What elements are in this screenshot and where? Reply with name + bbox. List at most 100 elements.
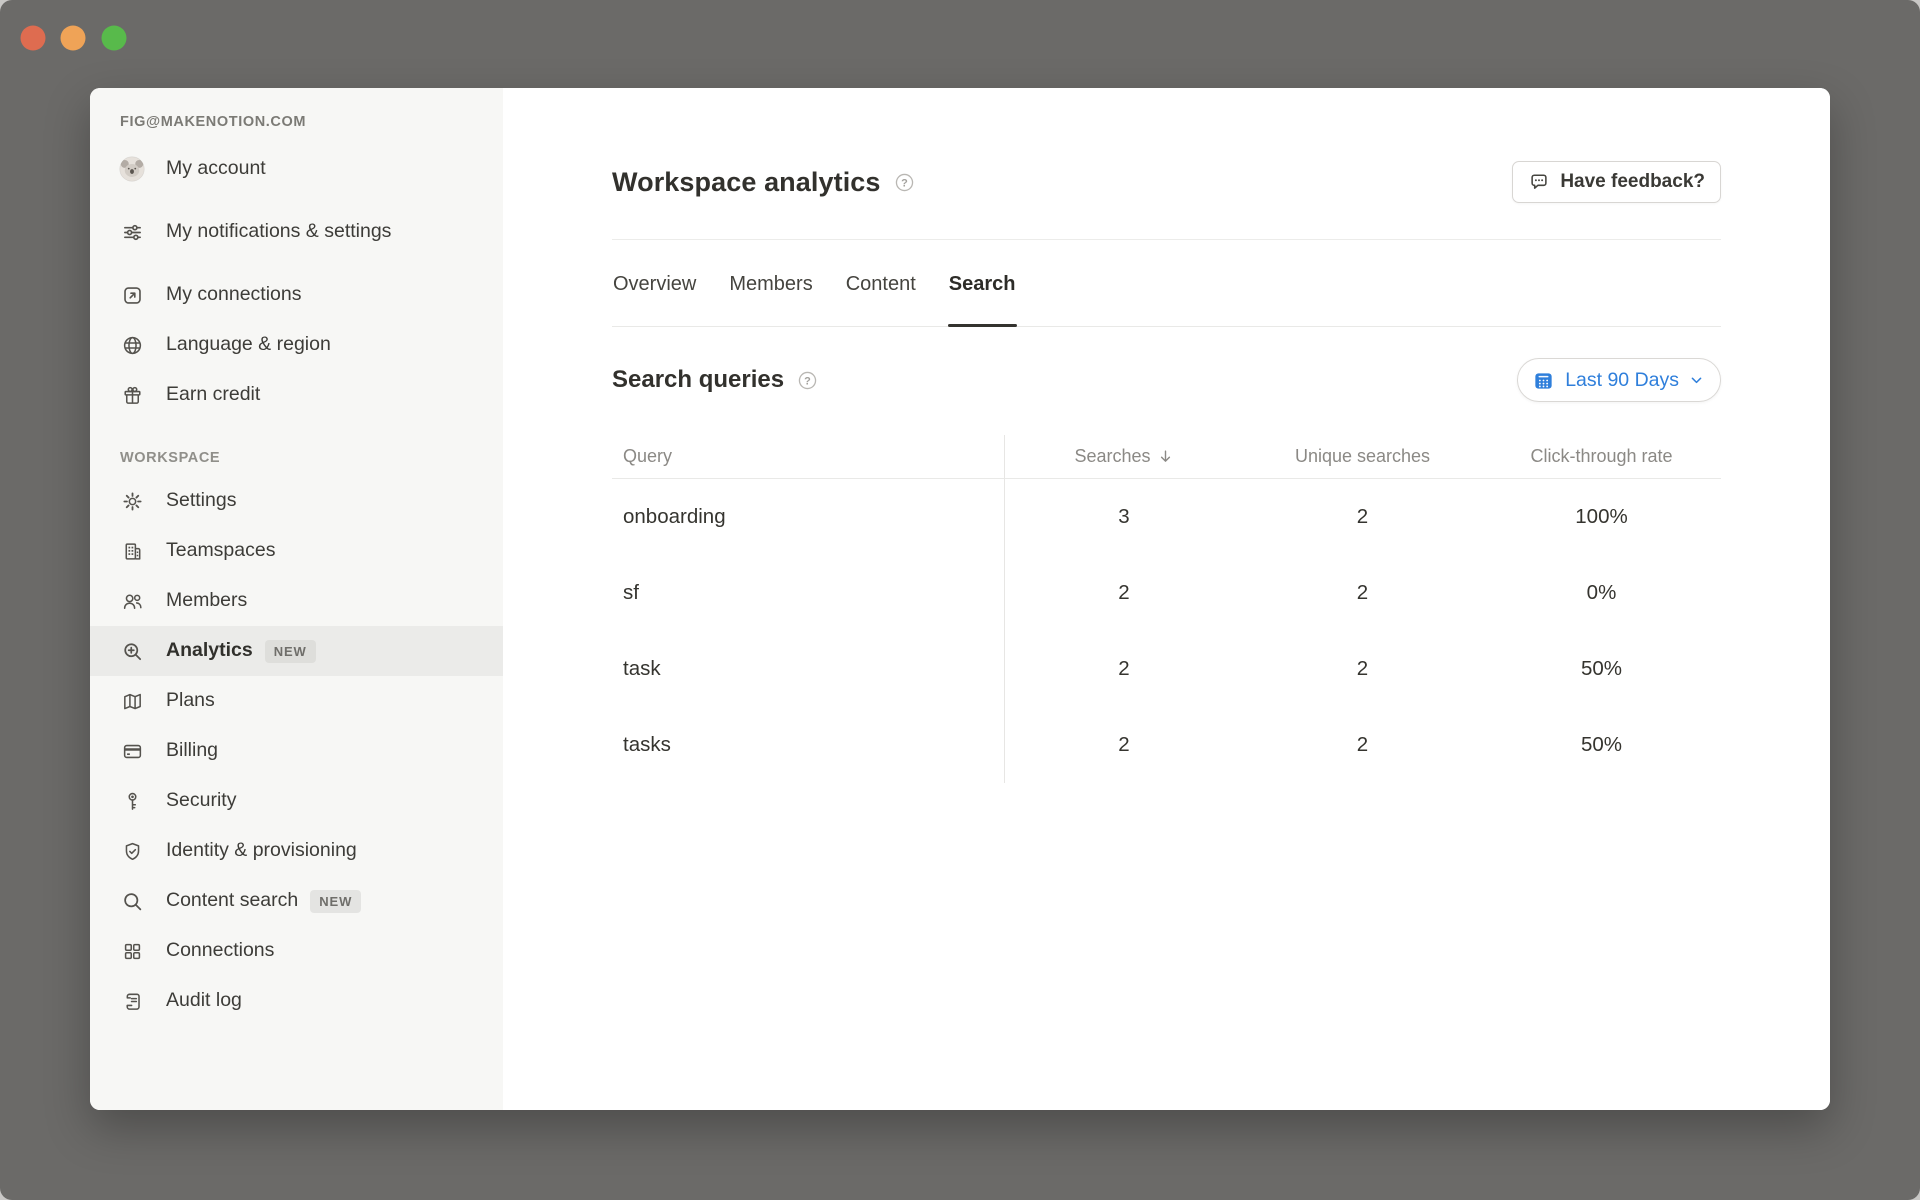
sidebar-item-content-search[interactable]: Content search NEW — [90, 876, 503, 926]
tab-search[interactable]: Search — [947, 240, 1017, 327]
sidebar-item-label: Language & region — [166, 333, 331, 356]
gear-icon — [119, 488, 145, 514]
query-cell: onboarding — [623, 505, 726, 528]
unique-searches-cell: 2 — [1356, 581, 1369, 604]
searches-cell: 2 — [1004, 631, 1243, 707]
sidebar-item-label: Audit log — [166, 989, 242, 1012]
svg-text:?: ? — [901, 177, 908, 189]
page-title: Workspace analytics — [612, 166, 881, 197]
sidebar-item-label: Members — [166, 589, 248, 612]
sidebar-item-label: Security — [166, 789, 237, 812]
close-button[interactable] — [20, 25, 46, 51]
window-titlebar[interactable] — [0, 0, 1920, 88]
sidebar-item-my-account[interactable]: My account — [90, 144, 503, 194]
globe-icon — [119, 332, 145, 358]
column-header-query[interactable]: Query — [612, 435, 1004, 479]
sidebar-item-my-connections[interactable]: My connections — [90, 270, 503, 320]
sliders-icon — [119, 219, 145, 245]
gift-icon — [119, 382, 145, 408]
settings-sidebar: FIG@MAKENOTION.COM — [90, 88, 503, 1110]
workspace-section-label: WORKSPACE — [120, 450, 221, 466]
sidebar-item-label: My notifications & settings — [166, 220, 392, 243]
sidebar-item-earn-credit[interactable]: Earn credit — [90, 370, 503, 420]
sidebar-item-audit-log[interactable]: Audit log — [90, 976, 503, 1026]
sidebar-item-label: Identity & provisioning — [166, 839, 357, 862]
zoom-button[interactable] — [101, 25, 127, 51]
sidebar-item-connections[interactable]: Connections — [90, 926, 503, 976]
sidebar-item-teamspaces[interactable]: Teamspaces — [90, 526, 503, 576]
sidebar-item-security[interactable]: Security — [90, 776, 503, 826]
sidebar-item-notifications-settings[interactable]: My notifications & settings — [90, 194, 503, 270]
traffic-lights — [20, 25, 127, 51]
people-icon — [119, 588, 145, 614]
searches-cell: 2 — [1004, 555, 1243, 631]
sort-descending-icon — [1160, 450, 1170, 462]
search-queries-table: Query Searches Unique searches Click-thr… — [612, 435, 1721, 783]
minimize-button[interactable] — [60, 25, 86, 51]
ctr-cell: 50% — [1580, 733, 1623, 756]
sidebar-item-label: Settings — [166, 489, 237, 512]
section-title: Search queries — [612, 366, 785, 393]
sidebar-item-label: Earn credit — [166, 383, 261, 406]
sidebar-item-label: Plans — [166, 689, 215, 712]
column-header-unique-searches[interactable]: Unique searches — [1243, 435, 1482, 479]
sidebar-item-label: Billing — [166, 739, 219, 762]
arrow-up-right-box-icon — [119, 282, 145, 308]
ctr-cell: 0% — [1586, 581, 1617, 604]
magnifier-plus-icon — [119, 638, 145, 664]
query-cell: sf — [623, 581, 639, 604]
credit-card-icon — [119, 738, 145, 764]
sidebar-item-label: My account — [166, 157, 266, 180]
tab-content[interactable]: Content — [845, 273, 916, 295]
account-section: My account My notifications & settings — [90, 144, 503, 420]
magnifier-icon — [119, 888, 145, 914]
grid-icon — [119, 938, 145, 964]
chevron-down-icon — [1691, 377, 1702, 383]
ctr-cell: 50% — [1580, 657, 1623, 680]
tab-overview[interactable]: Overview — [613, 273, 697, 295]
new-badge: NEW — [310, 889, 362, 913]
analytics-main: Workspace analytics ? Have feedback? — [503, 88, 1830, 1110]
unique-searches-cell: 2 — [1356, 657, 1369, 680]
sidebar-item-identity-provisioning[interactable]: Identity & provisioning — [90, 826, 503, 876]
tab-members[interactable]: Members — [729, 273, 813, 295]
help-icon[interactable]: ? — [894, 172, 915, 193]
new-badge: NEW — [264, 639, 316, 663]
column-header-click-through-rate[interactable]: Click-through rate — [1482, 435, 1721, 479]
query-cell: task — [623, 657, 661, 680]
ctr-cell: 100% — [1575, 505, 1628, 528]
chat-bubble-icon — [1531, 174, 1547, 189]
sidebar-item-plans[interactable]: Plans — [90, 676, 503, 726]
query-cell: tasks — [623, 733, 671, 756]
title-divider — [612, 239, 1721, 240]
sidebar-item-label: Connections — [166, 939, 275, 962]
sidebar-item-label: My connections — [166, 283, 302, 306]
sidebar-item-analytics[interactable]: Analytics NEW — [90, 626, 503, 676]
key-icon — [119, 788, 145, 814]
sidebar-item-settings[interactable]: Settings — [90, 476, 503, 526]
svg-text:?: ? — [804, 375, 811, 387]
analytics-tabs: Overview Members Content Search — [612, 240, 1721, 327]
help-icon[interactable]: ? — [797, 370, 818, 391]
scroll-icon — [119, 988, 145, 1014]
sidebar-item-label: Content search — [166, 889, 299, 912]
workspace-section: Settings — [90, 476, 503, 1026]
searches-cell: 3 — [1004, 479, 1243, 555]
date-range-dropdown[interactable]: Last 90 Days — [1517, 358, 1721, 402]
date-range-label: Last 90 Days — [1565, 368, 1679, 391]
sidebar-item-language-region[interactable]: Language & region — [90, 320, 503, 370]
have-feedback-button[interactable]: Have feedback? — [1512, 161, 1721, 203]
unique-searches-cell: 2 — [1356, 505, 1369, 528]
shield-check-icon — [119, 838, 145, 864]
feedback-button-label: Have feedback? — [1560, 171, 1705, 192]
avatar — [119, 156, 145, 182]
sidebar-item-label: Teamspaces — [166, 539, 276, 562]
column-header-label: Searches — [1074, 446, 1151, 466]
searches-cell: 2 — [1004, 707, 1243, 783]
sidebar-item-billing[interactable]: Billing — [90, 726, 503, 776]
sidebar-item-label: Analytics — [166, 639, 253, 662]
column-header-searches[interactable]: Searches — [1004, 435, 1243, 479]
settings-panel: FIG@MAKENOTION.COM — [90, 88, 1830, 1110]
sidebar-item-members[interactable]: Members — [90, 576, 503, 626]
